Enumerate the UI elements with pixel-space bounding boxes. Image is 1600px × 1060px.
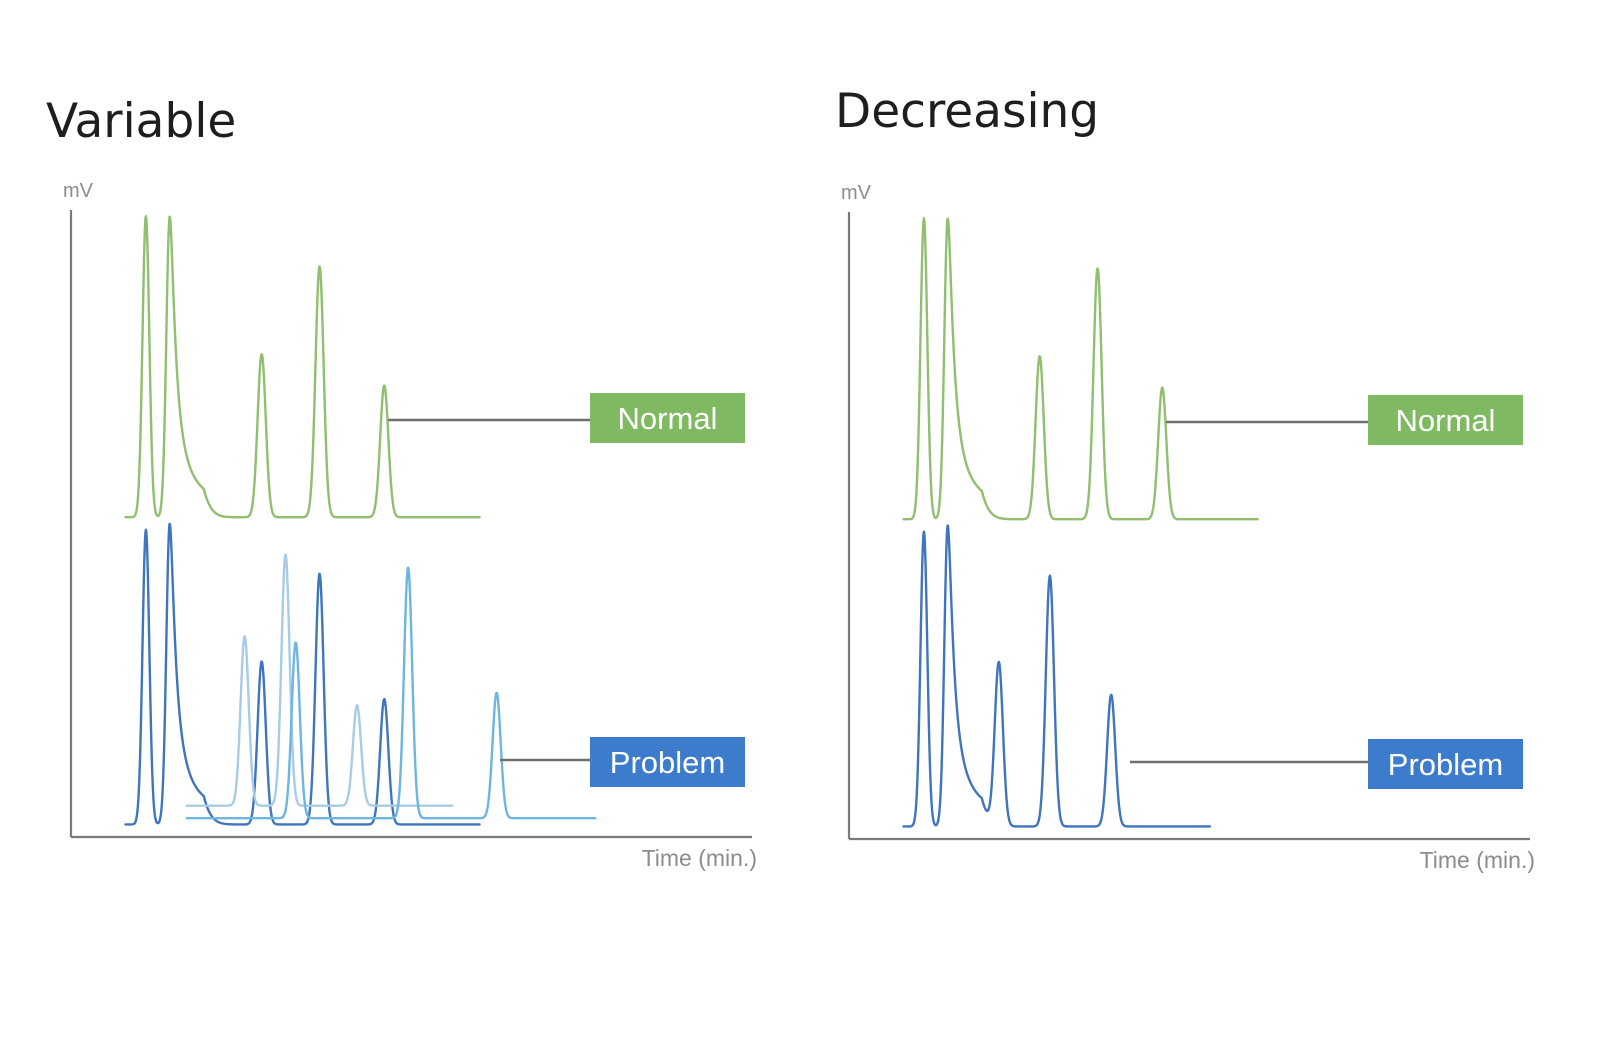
series-line-problem-2 — [185, 553, 454, 807]
panel-title-variable: Variable — [46, 94, 237, 149]
problem-label: Problem — [610, 745, 725, 780]
chart-decreasing: mV Time (min.) Normal Problem — [841, 182, 1535, 873]
panel-title-decreasing: Decreasing — [835, 84, 1100, 139]
x-axis-label: Time (min.) — [1420, 847, 1535, 873]
chart-variable: mV Time (min.) Normal Problem — [63, 180, 757, 871]
series-line-problem-1 — [124, 522, 481, 826]
series-line-normal-0 — [124, 215, 481, 519]
normal-label-box — [1368, 395, 1523, 445]
normal-label: Normal — [618, 401, 718, 436]
series-line-problem-1 — [902, 524, 1212, 828]
problem-label: Problem — [1388, 747, 1503, 782]
series-line-problem-3 — [185, 566, 597, 820]
normal-label: Normal — [1396, 403, 1496, 438]
problem-label-box — [1368, 739, 1523, 789]
series-line-normal-0 — [902, 217, 1259, 521]
normal-label-box — [590, 393, 745, 443]
problem-label-box — [590, 737, 745, 787]
y-axis-label: mV — [841, 182, 872, 204]
x-axis-label: Time (min.) — [642, 845, 757, 871]
y-axis-label: mV — [63, 180, 94, 202]
